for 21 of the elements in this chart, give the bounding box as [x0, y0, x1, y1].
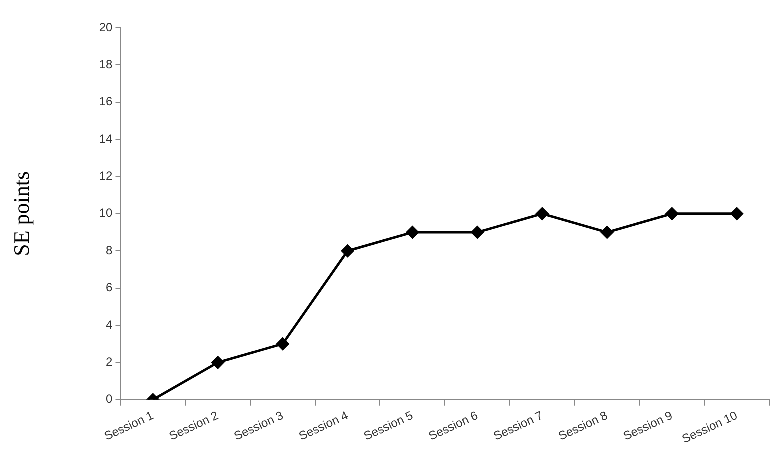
y-tick-label: 2	[106, 354, 114, 369]
point	[212, 356, 224, 369]
y-tick-label: 18	[99, 58, 114, 72]
point	[536, 208, 549, 220]
point	[342, 244, 354, 258]
point	[276, 338, 290, 350]
y-tick-label: 4	[106, 318, 114, 332]
point	[471, 226, 484, 239]
y-tick-label: 16	[99, 94, 114, 109]
y-tick-label: 20	[99, 20, 114, 34]
point	[601, 226, 614, 239]
point	[730, 208, 744, 220]
y-tick-label: 14	[99, 132, 114, 146]
point	[406, 226, 419, 239]
point	[666, 208, 678, 220]
y-axis-title: SE points	[8, 171, 34, 256]
y-tick-label: 12	[99, 169, 114, 184]
y-tick-label: 0	[106, 392, 114, 406]
y-tick-label: 8	[106, 243, 114, 258]
y-tick-label: 6	[106, 280, 114, 295]
y-tick-label: 10	[99, 206, 114, 220]
